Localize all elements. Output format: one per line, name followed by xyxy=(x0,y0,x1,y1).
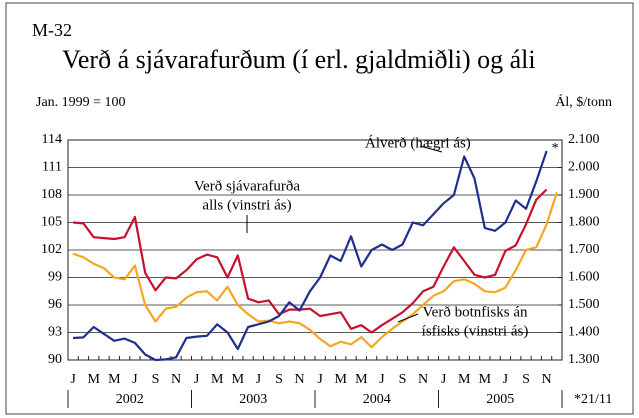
series-line xyxy=(72,191,558,349)
x-tick-label: S xyxy=(152,372,160,387)
y-tick-label: 90 xyxy=(48,352,62,367)
year-label: 2002 xyxy=(116,392,144,407)
leader-line xyxy=(397,313,419,323)
y2-tick-label: 2.100 xyxy=(568,132,600,147)
year-label: 2004 xyxy=(363,392,391,407)
x-tick-label: J xyxy=(256,372,262,387)
x-tick-label: J xyxy=(70,372,76,387)
x-tick-label: J xyxy=(503,372,509,387)
year-label: 2003 xyxy=(239,392,267,407)
x-tick-label: J xyxy=(317,372,323,387)
x-tick-label: M xyxy=(108,372,121,387)
annotation: ísfisks (vinstri ás) xyxy=(422,323,529,339)
y-tick-label: 93 xyxy=(48,325,62,340)
y-tick-label: 99 xyxy=(48,270,62,285)
y2-tick-label: 1.600 xyxy=(568,270,600,285)
series-line xyxy=(73,150,548,362)
x-tick-label: S xyxy=(275,372,283,387)
x-tick-label: S xyxy=(522,372,530,387)
footnote: *21/11 xyxy=(574,392,612,407)
y2-tick-label: 1.800 xyxy=(568,215,600,230)
chart-title: Verð á sjávarafurðum (í erl. gjaldmiðli)… xyxy=(62,45,536,74)
x-tick-label: J xyxy=(441,372,447,387)
annotation: Álverð (hægri ás) xyxy=(365,134,471,151)
y2-axis-label: Ál, $/tonn xyxy=(555,93,612,110)
frame xyxy=(5,2,634,415)
leader-line xyxy=(419,145,443,153)
x-tick-label: N xyxy=(295,372,305,387)
annotation: Verð botnfisks án xyxy=(423,304,528,320)
y-tick-label: 105 xyxy=(41,215,62,230)
y-tick-label: 114 xyxy=(42,132,62,147)
chart-id: M-32 xyxy=(32,20,72,40)
x-tick-label: J xyxy=(379,372,385,387)
series-line xyxy=(73,188,548,334)
y-axis-label: Jan. 1999 = 100 xyxy=(36,95,126,110)
x-tick-label: N xyxy=(171,372,181,387)
y-tick-label: 102 xyxy=(41,242,62,257)
x-tick-label: N xyxy=(418,372,428,387)
x-tick-label: M xyxy=(479,372,492,387)
y2-tick-label: 1.300 xyxy=(568,352,600,367)
y2-tick-label: 1.400 xyxy=(568,325,600,340)
end-marker: * xyxy=(552,141,559,156)
x-tick-label: M xyxy=(232,372,245,387)
x-tick-label: M xyxy=(355,372,368,387)
y-tick-label: 108 xyxy=(41,187,62,202)
x-tick-label: S xyxy=(399,372,407,387)
x-tick-label: M xyxy=(335,372,348,387)
y-tick-label: 96 xyxy=(48,297,62,312)
annotation: Verð sjávarafurða xyxy=(194,178,301,194)
x-tick-label: M xyxy=(458,372,471,387)
y2-tick-label: 1.900 xyxy=(568,187,600,202)
x-tick-label: J xyxy=(194,372,200,387)
x-tick-label: N xyxy=(542,372,552,387)
y-tick-label: 111 xyxy=(42,160,62,175)
x-tick-label: M xyxy=(88,372,101,387)
annotation: alls (vinstri ás) xyxy=(202,197,291,213)
x-tick-label: J xyxy=(132,372,138,387)
y2-tick-label: 1.700 xyxy=(568,242,600,257)
year-label: 2005 xyxy=(486,392,514,407)
y2-tick-label: 1.500 xyxy=(568,297,600,312)
x-tick-label: M xyxy=(211,372,224,387)
y2-tick-label: 2.000 xyxy=(568,160,600,175)
